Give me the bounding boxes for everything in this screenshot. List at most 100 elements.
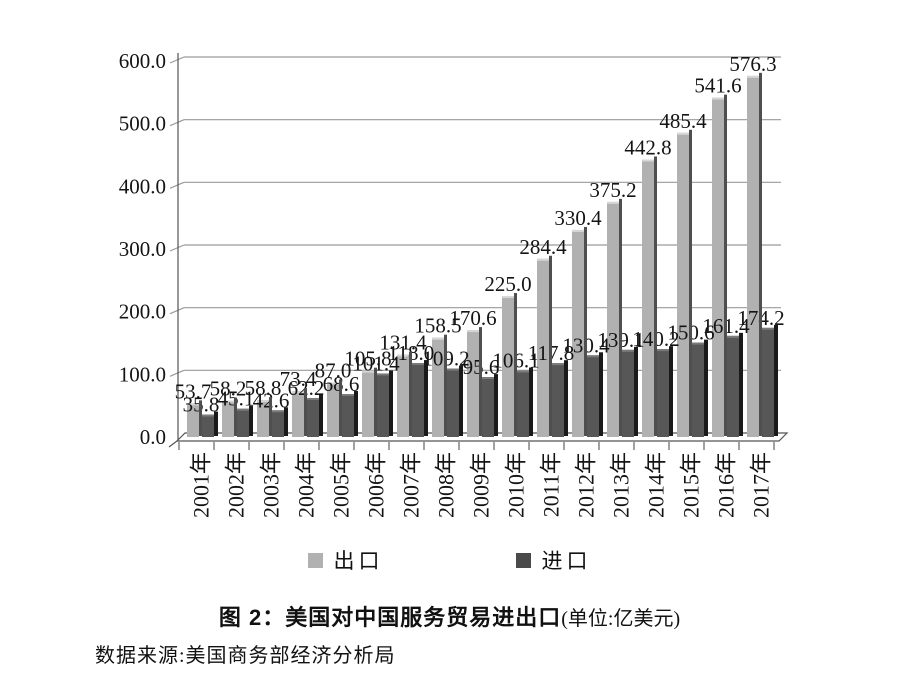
export-bar-side [689,129,692,437]
import-bar [272,410,284,437]
export-bar [222,400,234,437]
import-bar [377,373,389,437]
export-bar [187,403,199,437]
y-axis-label: 200.0 [119,300,166,324]
legend-label-import: 进口 [541,549,592,573]
export-bar-side [339,379,342,436]
export-bar-top [222,400,234,403]
x-axis-year-label: 2004年 [294,452,319,518]
import-bar-side [494,374,498,436]
import-bar-side [564,360,568,436]
export-bar-side [514,293,517,436]
export-bar-side [409,351,412,436]
legend-swatch-export-icon [307,552,323,568]
import-bar-sides [214,324,778,436]
import-bar-top [202,414,214,417]
export-value-label: 170.6 [449,306,496,330]
import-bar [482,377,494,437]
x-axis-year-label: 2008年 [434,452,459,518]
export-bar [257,400,269,437]
figure-title: 图 2：美国对中国服务贸易进出口 [218,605,562,630]
y-axis-label: 100.0 [119,362,166,386]
x-axis-year-label: 2011年 [539,452,564,517]
import-bar-side [704,339,708,436]
export-value-label: 53.7 [175,379,212,403]
export-bar-side [759,72,762,437]
export-bar-top [362,370,374,373]
import-bar-top [517,370,529,373]
import-bar-top [237,408,249,411]
export-bar [397,354,409,437]
export-bar [677,132,689,438]
import-bar-top [272,410,284,413]
import-bar-faces [202,327,774,437]
export-bar-side [304,388,307,436]
import-bar [762,327,774,437]
export-bar-top [747,75,759,78]
import-bar-top [692,342,704,345]
export-value-label: 225.0 [484,272,531,296]
import-bar [447,368,459,437]
axis-tick-icon [169,369,185,377]
export-data-labels: 53.758.258.873.487.0105.8131.4158.5170.6… [175,52,777,403]
y-axis-label: 400.0 [119,174,166,198]
axis-tick-icon [169,56,185,64]
export-value-label: 87.0 [315,358,352,382]
legend-item-export: 出口 [307,545,384,575]
export-bar [432,337,444,437]
export-bar-top [677,132,689,135]
figure-caption: 图 2：美国对中国服务贸易进出口(单位:亿美元) [0,600,899,632]
import-bar-side [424,360,428,436]
export-value-label: 158.5 [414,314,461,338]
figure-title-unit: (单位:亿美元) [561,608,681,630]
data-source-note: 数据来源:美国商务部经济分析局 [95,645,396,667]
export-bar-top [292,391,304,394]
y-axis-label: 500.0 [119,112,166,136]
export-bar [467,330,479,437]
chart-legend: 出口 进口 [0,546,899,574]
export-bar [712,97,724,437]
x-axis-labels: 2001年 2002年 2003年 2004年 2005年 2006年 2007年 2008年… [189,452,774,518]
export-bar-faces [187,75,759,438]
export-value-label: 105.8 [344,347,391,371]
import-bar-side [529,367,533,436]
export-bar-side [549,255,552,436]
axis-tick-icon [169,119,185,127]
export-bar-top [467,330,479,333]
export-bar [502,296,514,437]
export-bar-top [397,354,409,357]
import-bar-side [389,370,393,436]
export-bar-top [572,229,584,232]
x-axis-year-label: 2003年 [259,452,284,518]
import-bar [517,370,529,437]
x-axis-year-label: 2012年 [574,452,599,518]
x-axis-ticks [178,442,775,450]
import-bar-top [482,377,494,380]
export-bar [747,75,759,438]
import-bar-top [762,327,774,330]
x-axis-year-label: 2016年 [714,452,739,518]
import-bar-top [657,349,669,352]
import-bar [622,349,634,437]
axis-tick-icon [169,244,185,252]
gridlines [169,56,781,377]
x-axis-year-label: 2010年 [504,452,529,518]
import-bar-side [354,391,358,436]
export-value-label: 541.6 [694,74,741,98]
export-bar-side [234,397,237,436]
y-axis-label: 300.0 [119,237,166,261]
export-value-label: 485.4 [659,109,707,133]
x-axis-year-label: 2007年 [399,452,424,518]
export-bar [327,382,339,437]
legend-swatch-import-icon [515,552,531,568]
export-bar-side [619,198,622,436]
export-bar-side [269,397,272,436]
import-bar [552,363,564,437]
export-bar-side [374,367,377,436]
import-bar-top [447,368,459,371]
export-bar-top [187,403,199,406]
legend-label-export: 出口 [333,549,384,573]
import-bar [237,408,249,437]
export-bar-top [432,337,444,340]
import-bar-side [669,346,673,436]
